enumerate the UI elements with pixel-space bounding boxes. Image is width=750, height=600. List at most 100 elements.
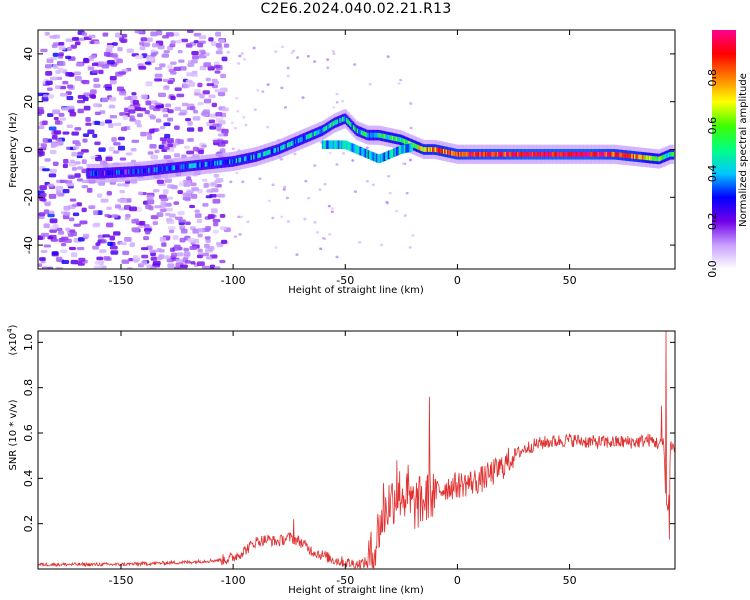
noise-cell: [172, 32, 180, 37]
noise-cell: [59, 85, 67, 90]
noise-cell: [252, 46, 256, 50]
noise-cell: [186, 150, 195, 155]
ridge-core-cell: [368, 132, 372, 138]
ridge-core-cell: [564, 151, 567, 157]
noise-cell: [63, 211, 71, 216]
noise-cell: [313, 221, 317, 224]
ridge-core-cell: [413, 143, 416, 148]
ridge-core-cell: [348, 120, 352, 126]
noise-cell: [109, 79, 117, 85]
ridge-core-cell: [603, 151, 606, 157]
noise-cell: [93, 83, 101, 88]
ridge-core-cell: [245, 156, 248, 162]
ridge-core-cell: [274, 147, 278, 153]
ridge-core-cell: [366, 132, 369, 138]
ridge-core-cell: [181, 164, 185, 170]
ridge-core-cell: [187, 163, 190, 169]
ridge-core-cell: [585, 151, 589, 157]
ridge-core-cell: [586, 151, 590, 157]
noise-cell: [50, 226, 58, 230]
noise-cell: [371, 183, 375, 186]
noise-cell: [326, 58, 330, 61]
noise-cell: [296, 56, 300, 59]
noise-cell: [409, 102, 413, 105]
ridge-core-cell: [338, 118, 341, 124]
ridge-core-cell: [658, 156, 661, 162]
noise-cell: [70, 44, 77, 49]
noise-cell: [178, 59, 185, 63]
noise-cell: [164, 178, 172, 183]
noise-cell: [58, 46, 66, 51]
noise-cell: [52, 64, 59, 69]
noise-cell: [178, 112, 187, 116]
noise-cell: [200, 112, 207, 116]
ridge-core-cell: [325, 125, 329, 131]
noise-cell: [209, 264, 216, 269]
noise-cell: [167, 117, 174, 122]
ridge-core-cell: [235, 158, 239, 164]
noise-cell: [212, 229, 219, 234]
noise-cell: [79, 220, 85, 225]
noise-cell: [176, 93, 185, 98]
ridge-core-cell: [648, 155, 652, 161]
ridge-core-cell: [642, 154, 645, 160]
ridge-core-cell: [138, 168, 142, 174]
noise-cell: [197, 102, 204, 106]
noise-cell: [152, 221, 158, 226]
ridge-core-cell: [440, 148, 443, 154]
branch-cell: [354, 144, 357, 154]
noise-cell: [140, 131, 147, 137]
noise-cell: [72, 203, 78, 208]
ridge-core-cell: [280, 145, 283, 151]
noise-cell: [60, 249, 68, 254]
ridge-core-cell: [593, 151, 597, 157]
ridge-core-cell: [530, 151, 533, 157]
ridge-core-cell: [206, 161, 209, 167]
noise-cell: [146, 37, 153, 42]
noise-cell: [128, 109, 136, 114]
noise-cell: [193, 238, 200, 244]
ridge-core-cell: [204, 161, 208, 167]
noise-cell: [112, 42, 118, 46]
ridge-core-cell: [617, 152, 621, 158]
ridge-core-cell: [137, 168, 140, 174]
noise-cell: [93, 103, 100, 108]
ridge-core-cell: [90, 171, 93, 176]
noise-cell: [136, 113, 144, 118]
spectrogram-noise-cells: [38, 30, 415, 269]
noise-cell: [386, 55, 390, 58]
noise-cell: [208, 37, 214, 42]
ridge-core-cell: [300, 137, 303, 142]
noise-cell: [74, 41, 81, 46]
noise-cell: [83, 105, 91, 111]
noise-cell: [66, 46, 72, 52]
noise-cell: [280, 158, 284, 161]
noise-cell: [163, 146, 170, 150]
ridge-core-cell: [183, 164, 186, 170]
branch-cell: [375, 153, 379, 163]
ridge-core-cell: [378, 132, 381, 138]
ridge-core-cell: [447, 149, 450, 155]
noise-cell: [332, 106, 336, 109]
noise-cell: [165, 212, 171, 216]
ridge-core-cell: [609, 151, 613, 157]
noise-cell: [81, 80, 90, 85]
noise-cell: [50, 238, 58, 242]
ridge-core-cell: [227, 159, 231, 165]
noise-cell: [163, 50, 170, 54]
noise-cell: [113, 122, 122, 126]
noise-cell: [185, 79, 193, 83]
ridge-core-cell: [490, 151, 493, 157]
noise-cell: [306, 55, 310, 58]
colorbar-ticks: 0.0 0.2 0.4 0.6 0.8: [706, 69, 719, 278]
noise-cell: [117, 136, 125, 141]
noise-cell: [38, 212, 46, 217]
ridge-core-cell: [511, 151, 515, 157]
noise-cell: [73, 71, 81, 76]
noise-cell: [55, 185, 64, 191]
ridge-core-cell: [549, 151, 552, 157]
ridge-core-cell: [636, 154, 640, 160]
noise-cell: [214, 70, 221, 74]
noise-cell: [58, 112, 65, 117]
colorbar-tick-label: 0.0: [706, 260, 719, 278]
